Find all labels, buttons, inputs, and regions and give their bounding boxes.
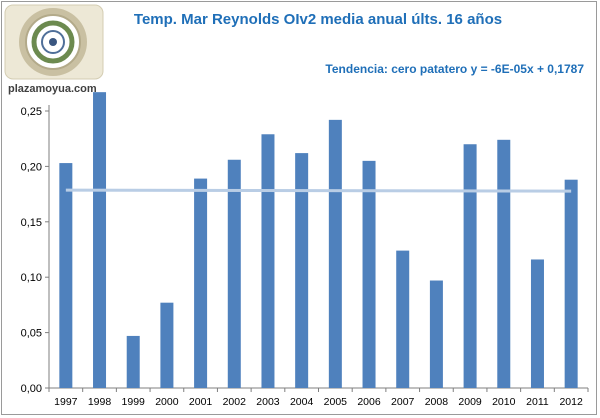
- x-tick-label: 2008: [425, 396, 449, 408]
- bar-2008: [429, 280, 443, 388]
- x-tick-label: 2009: [458, 396, 482, 408]
- x-tick-label: 2011: [526, 396, 549, 408]
- x-tick-label: 2000: [155, 396, 179, 408]
- x-tick-label: 2003: [256, 396, 280, 408]
- x-tick-label: 2012: [559, 396, 583, 408]
- y-tick-label: 0,15: [21, 217, 42, 229]
- bar-2001: [194, 178, 208, 388]
- x-tick-label: 2004: [290, 396, 314, 408]
- y-tick-label: 0,25: [21, 106, 42, 118]
- y-axis: 0,00 0,05 0,10 0,15 0,20 0,25: [21, 105, 50, 395]
- trendline-group: [65, 188, 572, 193]
- logo-centre: [49, 38, 57, 46]
- bar-series: [59, 92, 578, 388]
- y-tick-label: 0,05: [21, 328, 42, 340]
- y-tick-label: 0,20: [21, 161, 42, 173]
- bar-2006: [362, 160, 376, 388]
- bar-2009: [463, 144, 477, 388]
- x-tick-label: 2002: [223, 396, 247, 408]
- x-tick-label: 2005: [324, 396, 348, 408]
- bar-1999: [126, 335, 140, 388]
- logo-green-ring: [31, 20, 75, 64]
- x-tick-label: 1999: [122, 396, 146, 408]
- plazamoyua-logo-icon: [4, 4, 104, 80]
- x-tick-label: 2006: [357, 396, 381, 408]
- y-tick-label: 0,10: [21, 272, 42, 284]
- y-tick-label: 0,00: [21, 383, 42, 395]
- x-tick-label: 1998: [88, 396, 112, 408]
- trendline: [65, 188, 572, 193]
- bar-1998: [93, 92, 107, 388]
- bar-2011: [530, 259, 544, 388]
- x-tick-label: 2010: [492, 396, 516, 408]
- bar-2002: [227, 159, 241, 388]
- bar-2010: [497, 139, 511, 388]
- bar-2004: [295, 153, 309, 388]
- x-tick-label: 2001: [189, 396, 213, 408]
- watermark-label: plazamoyua.com: [8, 83, 97, 95]
- x-tick-label: 1997: [54, 396, 78, 408]
- chart-title: Temp. Mar Reynolds OIv2 media anual últs…: [134, 11, 502, 28]
- bar-2007: [396, 250, 410, 388]
- bar-2000: [160, 302, 174, 388]
- bar-2012: [564, 179, 578, 388]
- x-tick-label: 2007: [391, 396, 415, 408]
- bar-2003: [261, 134, 275, 388]
- bar-1997: [59, 163, 73, 388]
- x-axis: 1997 1998 1999 2000 2001 2002 2003 2004 2005 2006…: [48, 387, 589, 408]
- bar-2005: [328, 119, 342, 388]
- trendline-equation: Tendencia: cero patatero y = -6E-05x + 0…: [325, 62, 584, 76]
